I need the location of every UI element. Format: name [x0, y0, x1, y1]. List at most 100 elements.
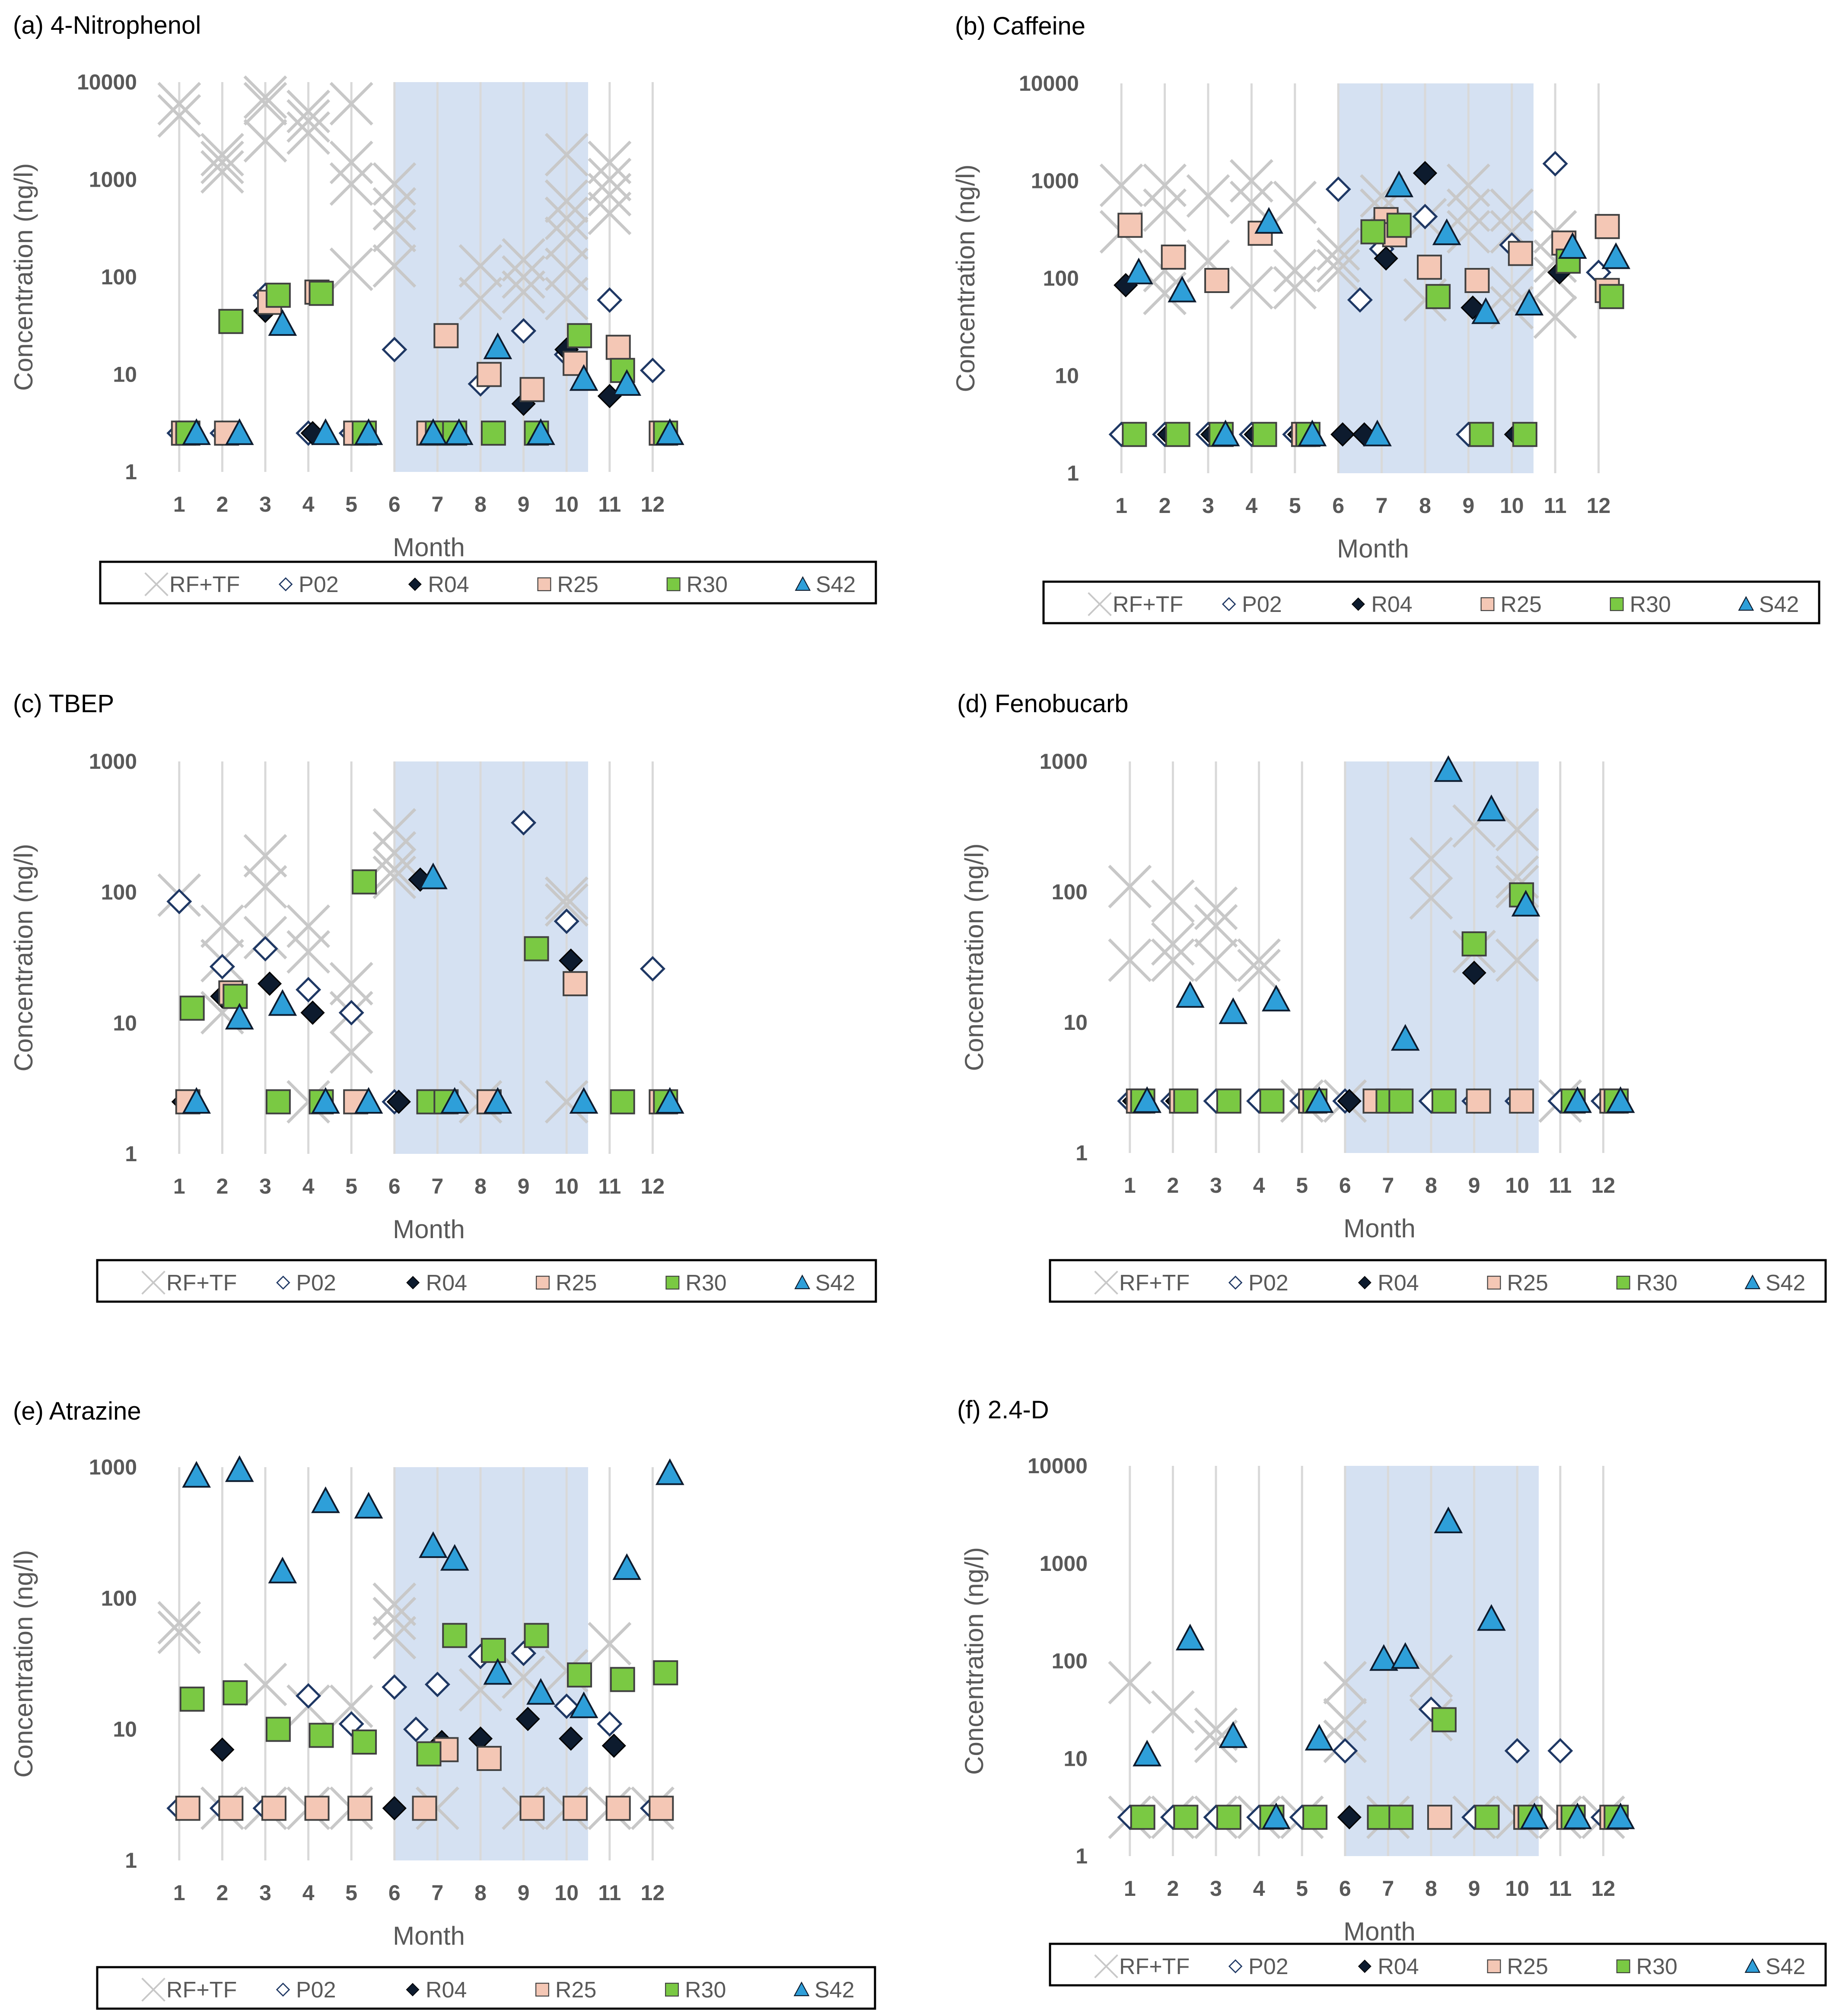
y-tick-label: 10000	[1028, 1454, 1088, 1478]
r25-marker	[1161, 244, 1186, 270]
r30-marker	[218, 309, 244, 334]
s42-marker	[354, 418, 383, 445]
r30-marker	[352, 1729, 377, 1755]
r30-marker	[1461, 931, 1487, 957]
s42-marker	[311, 1087, 340, 1114]
chart-title: (b) Caffeine	[955, 12, 1085, 40]
rf-tf-marker	[1409, 837, 1453, 881]
s42-marker	[1520, 1802, 1549, 1829]
r04-marker	[1351, 597, 1365, 611]
x-tick-label: 7	[432, 1174, 444, 1198]
s42-marker	[795, 576, 811, 591]
legend-label: RF+TF	[1113, 592, 1183, 617]
legend-label: R04	[1371, 592, 1412, 617]
y-tick-label: 10	[1063, 1010, 1088, 1035]
s42-marker	[1744, 1958, 1761, 1973]
p02-marker	[640, 357, 665, 383]
rf-tf-marker	[1151, 938, 1195, 982]
r25-marker	[175, 1796, 200, 1821]
legend-label: R25	[1501, 592, 1542, 617]
x-tick-label: 1	[1124, 1173, 1136, 1197]
legend-label: R30	[687, 572, 728, 597]
series-s42	[1133, 1506, 1635, 1829]
x-tick-label: 12	[641, 1881, 665, 1905]
rf-tf-marker	[1094, 1954, 1118, 1978]
s42-marker	[182, 1461, 211, 1488]
chart-legend: RF+TF P02 R04 R25 R30 S42	[1049, 1943, 1827, 1987]
s42-marker	[225, 1455, 254, 1482]
rf-tf-marker	[372, 808, 417, 852]
series-s42	[1124, 170, 1631, 446]
y-tick-label: 1000	[89, 749, 137, 774]
p02-marker	[597, 1711, 623, 1737]
rf-tf-marker	[1108, 1661, 1152, 1705]
series-s42	[182, 1455, 684, 1718]
r04-marker	[1330, 422, 1355, 447]
legend-symbol	[1358, 1276, 1371, 1290]
r30-marker	[1367, 1805, 1392, 1830]
rf-tf-marker	[1323, 1698, 1367, 1742]
s42-marker	[483, 1087, 512, 1114]
legend-symbol	[1616, 1276, 1630, 1290]
p02-marker	[1228, 1275, 1243, 1290]
legend-label: S42	[1766, 1954, 1806, 1979]
legend-symbol	[536, 1276, 550, 1290]
r30-marker	[223, 984, 248, 1009]
legend-box	[96, 1259, 877, 1303]
s42-marker	[440, 1544, 469, 1571]
y-tick-label: 1000	[1040, 1551, 1088, 1576]
wet-season-shading	[394, 761, 589, 1154]
r30-marker	[1616, 1276, 1630, 1290]
r30-marker	[1610, 597, 1624, 611]
y-axis-title: Concentration (ng/l)	[960, 1547, 989, 1775]
r30-marker	[1173, 1088, 1199, 1114]
legend-symbol	[666, 577, 681, 591]
p02-marker	[382, 337, 407, 363]
legend-label: R25	[1507, 1954, 1548, 1979]
legend-label: S42	[1759, 592, 1799, 617]
s42-marker	[1305, 1723, 1334, 1751]
rf-tf-marker	[1316, 227, 1360, 271]
s42-marker	[440, 1087, 469, 1114]
x-tick-label: 10	[554, 1174, 579, 1198]
legend-box	[96, 1966, 876, 2010]
rf-tf-marker	[588, 1622, 632, 1666]
rf-tf-marker	[372, 1596, 417, 1640]
legend-symbol	[1358, 1959, 1371, 1973]
legend-label: R04	[1378, 1954, 1419, 1979]
x-tick-label: 5	[1289, 494, 1301, 518]
s42-marker	[1606, 1086, 1635, 1113]
s42-marker	[1744, 1274, 1761, 1290]
x-tick-label: 9	[1462, 494, 1474, 518]
s42-marker	[1558, 232, 1587, 259]
r30-marker	[1616, 1959, 1630, 1973]
x-tick-label: 11	[1544, 494, 1567, 518]
legend-label: R30	[1636, 1271, 1677, 1296]
s42-marker	[655, 418, 684, 445]
rf-tf-marker	[1237, 949, 1281, 993]
r30-marker	[309, 280, 334, 306]
x-tick-label: 3	[1210, 1876, 1222, 1901]
legend-label: RF+TF	[1119, 1954, 1190, 1979]
r30-marker	[1388, 1805, 1414, 1830]
legend-symbol	[1487, 1959, 1501, 1973]
s42-marker	[1219, 1721, 1248, 1748]
y-tick-label: 1	[1076, 1141, 1088, 1165]
rf-tf-marker	[1151, 879, 1195, 923]
rf-tf-marker	[157, 1601, 201, 1645]
s42-marker	[1175, 1624, 1205, 1650]
r30-marker	[1426, 284, 1451, 309]
r25-marker	[261, 1796, 286, 1821]
series-s42	[182, 309, 684, 445]
y-axis-title: Concentration (ng/l)	[9, 163, 38, 391]
s42-marker	[225, 1003, 254, 1030]
rf-tf-marker	[1409, 1654, 1453, 1698]
legend-box	[99, 561, 877, 605]
legend-symbol	[1228, 1275, 1243, 1290]
r04-marker	[1358, 1959, 1371, 1973]
legend-symbol	[276, 1275, 290, 1290]
rf-tf-marker	[1323, 1661, 1367, 1705]
r25-marker	[535, 1983, 549, 1997]
p02-marker	[511, 810, 537, 836]
s42-marker	[569, 1087, 598, 1114]
